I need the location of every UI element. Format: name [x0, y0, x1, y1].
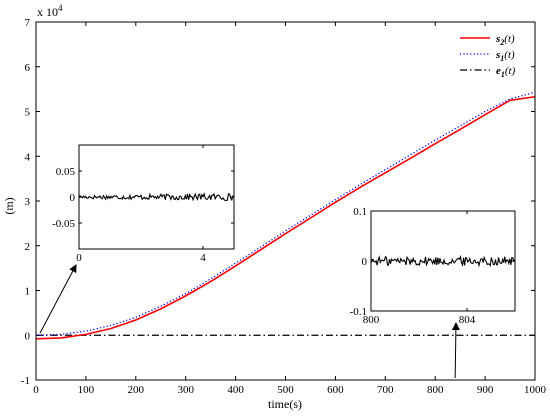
x-tick-label: 1000 [524, 384, 547, 396]
inset-frame [78, 144, 235, 250]
y-multiplier-exponent: 4 [58, 3, 63, 13]
inset-x-tick-label: 800 [363, 314, 380, 326]
inset-y-tick-label: 0 [70, 192, 76, 204]
inset-arrow [39, 264, 77, 334]
x-tick-label: 400 [227, 384, 244, 396]
y-tick-label: 7 [25, 17, 31, 29]
x-axis-label: time(s) [268, 397, 302, 411]
inset-y-tick-label: -0.05 [52, 218, 75, 230]
x-tick-label: 700 [377, 384, 394, 396]
y-multiplier: x 104 [37, 3, 63, 19]
y-tick-label: 2 [25, 241, 31, 253]
legend-entry: e1(t) [496, 65, 516, 79]
inset-y-tick-label: 0.05 [56, 166, 76, 178]
inset-2: 800 804 0.1 0 -0.1 [350, 206, 516, 379]
x-tick-label: 900 [477, 384, 494, 396]
inset-x-tick-label: 4 [200, 252, 206, 264]
inset-1: 0 4 0.05 0 -0.05 [39, 144, 235, 334]
inset-error-trace [370, 254, 516, 268]
inset-error-trace [78, 192, 235, 202]
y-tick-label: -1 [21, 375, 30, 387]
insets: 0 4 0.05 0 -0.05 800 804 0.1 0 -0.1 [39, 144, 516, 379]
x-tick-label: 200 [128, 384, 145, 396]
inset-y-tick-label: -0.1 [350, 306, 367, 318]
inset-y-tick-label: 0 [362, 256, 368, 268]
inset-arrow [451, 322, 460, 379]
y-tick-label: 3 [25, 196, 31, 208]
main-series-lines [35, 91, 536, 340]
legend-entry-main: s [495, 33, 500, 45]
series-line-s2 [35, 95, 536, 340]
x-tick-label: 800 [427, 384, 444, 396]
legend: s2(t)s1(t)e1(t) [460, 33, 516, 79]
legend-entry-sub: 2 [499, 38, 504, 47]
legend-entry-arg: (t) [505, 65, 516, 77]
y-tick-label: 6 [25, 62, 31, 74]
main-tick-labels: 0 100 200 300 400 500 600 700 800 900 1000-1012345… [21, 17, 547, 396]
legend-entry-sub: 1 [501, 70, 505, 79]
x-tick-label: 600 [327, 384, 344, 396]
legend-entry-main: s [495, 49, 500, 61]
x-tick-label: 100 [78, 384, 95, 396]
inset-x-tick-label: 0 [76, 252, 82, 264]
y-tick-label: 1 [25, 286, 31, 298]
x-tick-label: 0 [33, 384, 39, 396]
plot-frame [35, 21, 536, 381]
legend-entry-main: e [496, 65, 501, 77]
series-line-s1 [35, 91, 536, 336]
y-tick-label: 5 [25, 107, 31, 119]
inset-y-tick-label: 0.1 [353, 206, 367, 218]
x-tick-label: 300 [177, 384, 194, 396]
y-axis-label: (m) [2, 197, 16, 214]
legend-entry-arg: (t) [504, 33, 515, 45]
legend-entry-sub: 1 [500, 54, 504, 63]
legend-entry: s2(t) [495, 33, 515, 47]
x-tick-label: 500 [277, 384, 294, 396]
legend-entry: s1(t) [495, 49, 515, 63]
y-multiplier-text: x 10 [37, 5, 58, 19]
y-tick-label: 4 [25, 151, 31, 163]
inset-x-tick-label: 804 [459, 314, 476, 326]
legend-entry-arg: (t) [504, 49, 515, 61]
y-tick-label: 0 [25, 330, 31, 342]
